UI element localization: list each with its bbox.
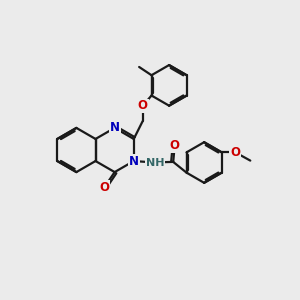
Text: NH: NH [146, 158, 164, 167]
Text: O: O [99, 181, 109, 194]
Text: N: N [129, 154, 139, 167]
Text: O: O [138, 100, 148, 112]
Text: N: N [110, 122, 120, 134]
Text: O: O [230, 146, 240, 159]
Text: O: O [170, 139, 180, 152]
